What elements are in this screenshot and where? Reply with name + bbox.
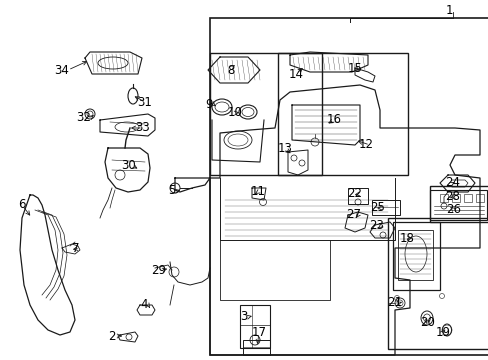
Text: 29: 29 bbox=[151, 264, 166, 276]
Text: 11: 11 bbox=[250, 185, 265, 198]
Text: 17: 17 bbox=[251, 327, 266, 339]
Text: 13: 13 bbox=[277, 143, 292, 156]
Text: 30: 30 bbox=[122, 159, 136, 172]
Bar bbox=[240, 305, 269, 348]
Text: 22: 22 bbox=[347, 188, 362, 201]
Bar bbox=[439, 194, 447, 202]
Text: 23: 23 bbox=[369, 220, 384, 233]
Text: 18: 18 bbox=[399, 231, 414, 244]
Text: 2: 2 bbox=[108, 329, 116, 342]
Text: 24: 24 bbox=[445, 176, 460, 189]
Text: 34: 34 bbox=[55, 63, 69, 77]
Bar bbox=[278, 53, 407, 175]
Bar bbox=[371, 200, 399, 215]
Text: 1: 1 bbox=[445, 4, 452, 17]
Bar bbox=[463, 194, 471, 202]
Bar bbox=[397, 230, 432, 280]
Text: 8: 8 bbox=[227, 63, 234, 77]
Text: 16: 16 bbox=[326, 113, 341, 126]
Bar bbox=[209, 53, 321, 175]
Bar bbox=[209, 18, 488, 355]
Text: 15: 15 bbox=[347, 62, 362, 75]
Text: 25: 25 bbox=[370, 202, 385, 215]
Text: 4: 4 bbox=[140, 298, 147, 311]
Text: 12: 12 bbox=[358, 139, 373, 152]
Text: 9: 9 bbox=[205, 98, 212, 111]
Text: 20: 20 bbox=[420, 315, 434, 328]
Text: 27: 27 bbox=[346, 208, 361, 221]
Bar bbox=[347, 188, 367, 204]
Bar bbox=[429, 186, 488, 222]
Bar bbox=[475, 194, 483, 202]
Text: 31: 31 bbox=[137, 95, 152, 108]
Text: 5: 5 bbox=[168, 184, 175, 198]
Bar bbox=[243, 340, 269, 355]
Text: 21: 21 bbox=[386, 297, 402, 310]
Text: 10: 10 bbox=[227, 107, 242, 120]
Text: 32: 32 bbox=[77, 112, 91, 125]
Text: 28: 28 bbox=[445, 190, 460, 203]
Bar bbox=[451, 194, 459, 202]
Text: 26: 26 bbox=[446, 203, 461, 216]
Bar bbox=[392, 222, 439, 290]
Bar bbox=[387, 218, 488, 349]
Text: 14: 14 bbox=[288, 68, 303, 81]
Text: 6: 6 bbox=[18, 198, 26, 211]
Text: 19: 19 bbox=[435, 325, 449, 338]
Text: 7: 7 bbox=[72, 242, 80, 255]
Bar bbox=[429, 190, 486, 220]
Text: 3: 3 bbox=[240, 310, 247, 324]
Text: 33: 33 bbox=[135, 121, 150, 135]
